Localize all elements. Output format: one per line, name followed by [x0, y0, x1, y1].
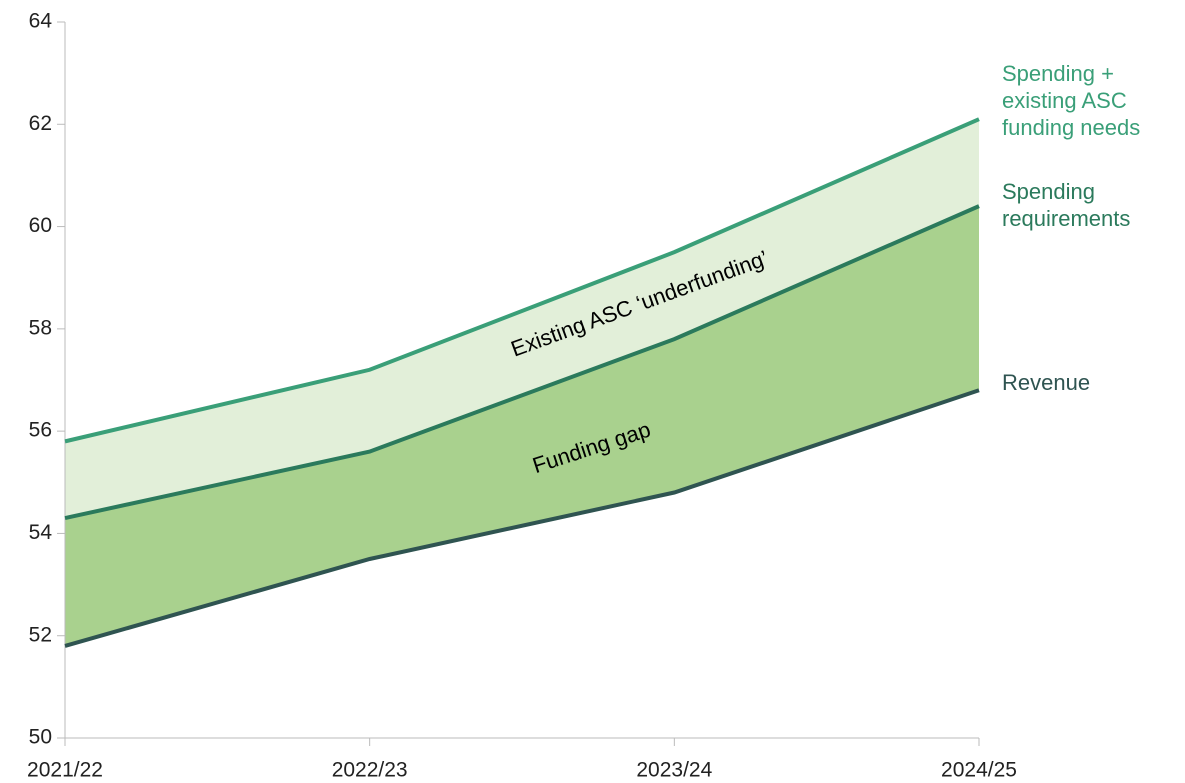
y-tick-label: 58 [29, 316, 52, 339]
series-label: Revenue [1002, 370, 1091, 395]
series-line [64, 388, 980, 648]
series-line [64, 204, 980, 521]
series-label: Spending + existing ASC funding needs [1002, 61, 1141, 140]
y-tick-label: 60 [29, 214, 52, 237]
y-tick-label: 56 [29, 419, 52, 442]
x-tick-label: 2024/25 [941, 759, 1017, 782]
y-tick-label: 50 [29, 726, 52, 749]
y-tick-label: 52 [29, 623, 52, 646]
series-line [64, 117, 980, 444]
y-tick-label: 62 [29, 112, 52, 135]
y-tick-label: 54 [29, 521, 53, 544]
x-tick-label: 2022/23 [332, 759, 408, 782]
x-tick-label: 2021/22 [27, 759, 103, 782]
series-label: Spending requirements [1002, 179, 1131, 231]
band [65, 206, 979, 646]
y-tick-label: 64 [29, 10, 53, 33]
x-tick-label: 2023/24 [636, 759, 712, 782]
